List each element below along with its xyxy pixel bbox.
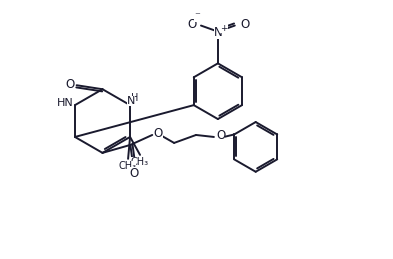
Text: O: O: [130, 167, 139, 180]
Text: HN: HN: [57, 98, 73, 108]
Text: +: +: [220, 24, 228, 33]
Text: ⁻: ⁻: [194, 12, 200, 21]
Text: CH₃: CH₃: [131, 157, 149, 167]
Text: N: N: [213, 26, 222, 39]
Text: CH₃: CH₃: [118, 161, 136, 171]
Text: O: O: [216, 130, 226, 142]
Text: N: N: [127, 96, 135, 106]
Text: O: O: [65, 78, 74, 91]
Text: O: O: [187, 18, 196, 31]
Text: H: H: [131, 93, 139, 103]
Text: O: O: [154, 127, 163, 140]
Text: O: O: [240, 18, 250, 31]
